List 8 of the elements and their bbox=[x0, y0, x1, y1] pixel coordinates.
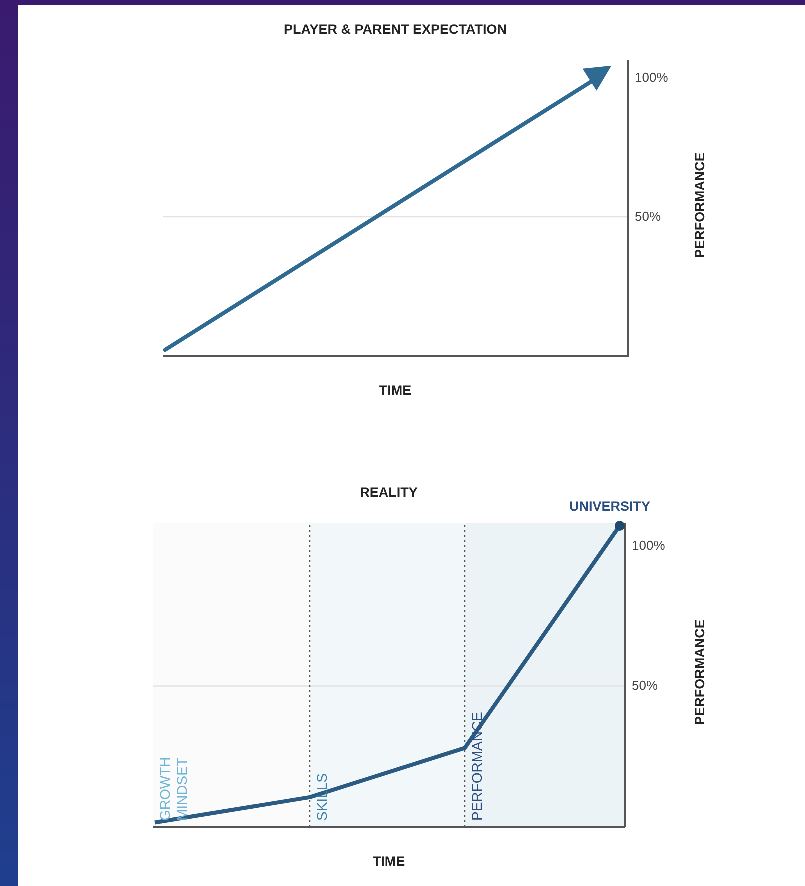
chart-title: REALITY bbox=[359, 485, 419, 500]
y-axis-title: PERFORMANCE bbox=[692, 620, 708, 726]
text: TIME bbox=[378, 383, 413, 398]
x-axis-title: TIME bbox=[372, 854, 406, 869]
annotation: GROWTH MINDSET bbox=[157, 757, 191, 821]
text: UNIVERSITY bbox=[568, 498, 652, 514]
text: PLAYER & PARENT EXPECTATION bbox=[282, 22, 508, 37]
text: PERFORMANCE bbox=[692, 152, 708, 258]
